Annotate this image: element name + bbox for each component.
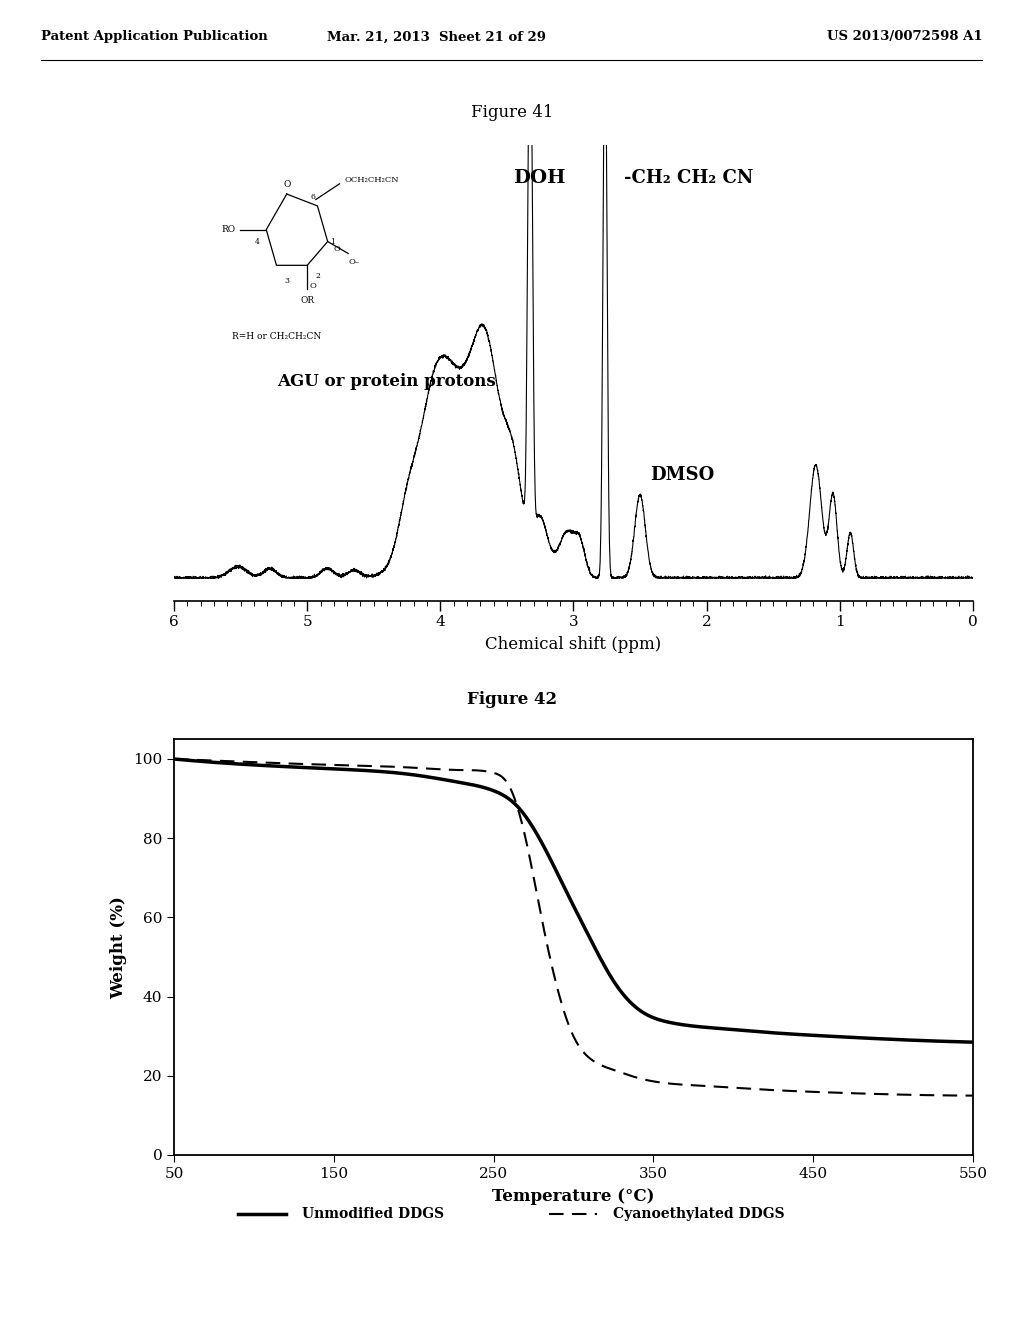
- Text: Unmodified DDGS: Unmodified DDGS: [302, 1208, 444, 1221]
- Text: DOH: DOH: [513, 169, 565, 186]
- Text: OCH₂CH₂CN: OCH₂CH₂CN: [344, 176, 398, 183]
- Text: Mar. 21, 2013  Sheet 21 of 29: Mar. 21, 2013 Sheet 21 of 29: [327, 30, 546, 44]
- Text: O: O: [334, 244, 341, 252]
- Text: O: O: [310, 282, 316, 290]
- Text: OR: OR: [300, 296, 314, 305]
- Text: RO: RO: [221, 226, 236, 234]
- Text: Patent Application Publication: Patent Application Publication: [41, 30, 267, 44]
- Text: -CH₂ CH₂ CN: -CH₂ CH₂ CN: [624, 169, 754, 186]
- Text: 1: 1: [330, 238, 335, 246]
- X-axis label: Chemical shift (ppm): Chemical shift (ppm): [485, 636, 662, 653]
- X-axis label: Temperature (°C): Temperature (°C): [493, 1188, 654, 1205]
- Text: Figure 41: Figure 41: [471, 104, 553, 120]
- Text: Cyanoethylated DDGS: Cyanoethylated DDGS: [613, 1208, 785, 1221]
- Text: R=H or CH₂CH₂CN: R=H or CH₂CH₂CN: [231, 333, 322, 341]
- Text: 2: 2: [315, 272, 319, 280]
- Text: 4: 4: [255, 238, 260, 246]
- Text: O–: O–: [348, 259, 359, 267]
- Text: DMSO: DMSO: [650, 466, 715, 484]
- Text: 3: 3: [285, 277, 289, 285]
- Text: AGU or protein protons: AGU or protein protons: [278, 372, 497, 389]
- Y-axis label: Weight (%): Weight (%): [111, 896, 127, 998]
- Text: US 2013/0072598 A1: US 2013/0072598 A1: [827, 30, 983, 44]
- Text: Figure 42: Figure 42: [467, 692, 557, 708]
- Text: 6: 6: [311, 193, 315, 201]
- Text: O: O: [283, 181, 291, 189]
